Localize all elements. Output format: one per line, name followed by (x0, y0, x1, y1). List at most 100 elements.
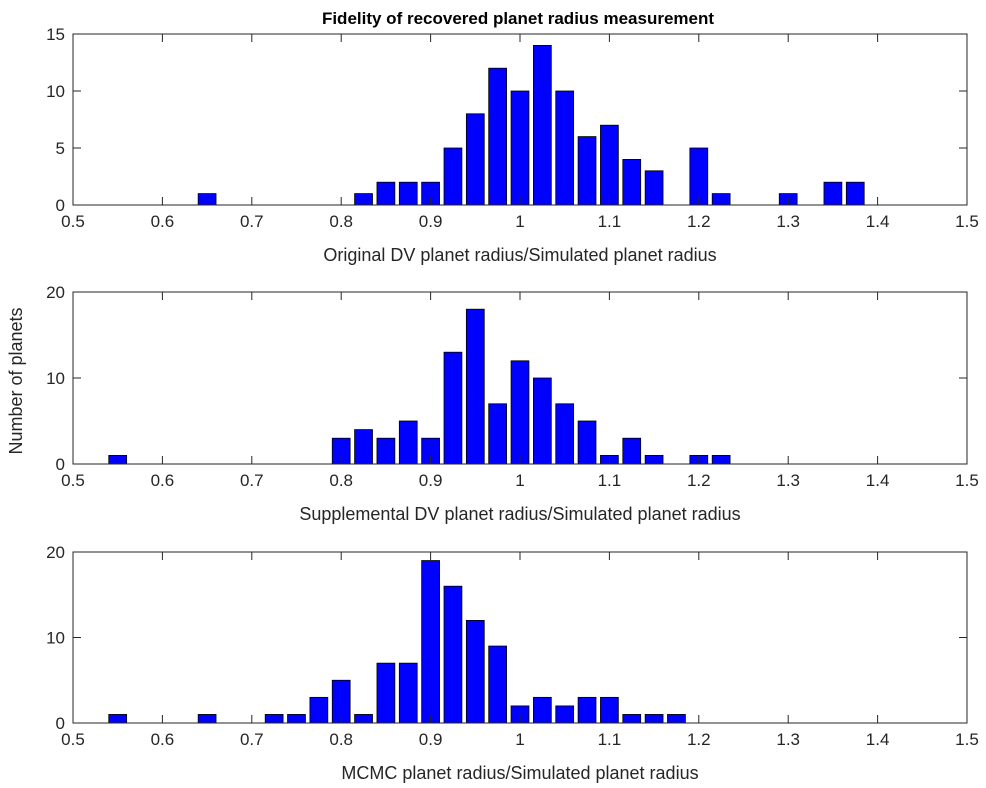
bar (488, 67, 507, 206)
x-tick-label: 0.9 (419, 471, 443, 490)
x-tick-label: 1.5 (955, 730, 979, 749)
bar (644, 454, 664, 465)
x-tick-label: 0.5 (61, 730, 85, 749)
x-tick-label: 1.5 (955, 212, 979, 231)
x-axis-label: MCMC planet radius/Simulated planet radi… (341, 763, 698, 783)
x-tick-label: 0.7 (240, 730, 264, 749)
x-tick-label: 0.5 (61, 471, 85, 490)
x-tick-label: 1.2 (687, 730, 711, 749)
panel-supplemental-dv: 0.5 0.6 0.7 0.8 0.9 1 1.1 1.2 1.3 1.4 1.5 0 10 20 Supp… (46, 283, 979, 524)
bar (510, 360, 530, 465)
y-tick-label: 20 (46, 283, 65, 302)
bar (555, 705, 575, 724)
bar (309, 696, 329, 724)
bar (711, 454, 731, 465)
x-tick-label: 1.3 (776, 730, 800, 749)
bar (376, 437, 396, 465)
bar (354, 714, 373, 724)
y-tick-label: 20 (46, 543, 65, 562)
axes-box (72, 551, 968, 724)
bar (622, 714, 642, 724)
x-tick-label: 0.6 (151, 730, 175, 749)
x-tick-label: 1.4 (866, 730, 890, 749)
bar (376, 662, 396, 724)
bar (465, 308, 485, 465)
panel-mcmc: 0.5 0.6 0.7 0.8 0.9 1 1.1 1.2 1.3 1.4 1.5 0 10 20 MCMC… (46, 543, 979, 783)
bar (398, 181, 418, 206)
bar (108, 714, 128, 724)
x-tick-label: 0.8 (329, 212, 353, 231)
bar (488, 645, 507, 724)
bar (622, 437, 642, 465)
x-tick-label: 0.6 (151, 212, 175, 231)
x-tick-label: 0.6 (151, 471, 175, 490)
x-axis-label: Original DV planet radius/Simulated plan… (323, 245, 716, 265)
x-tick-label: 0.5 (61, 212, 85, 231)
y-tick-label: 0 (56, 196, 65, 215)
y-tick-label: 5 (56, 139, 65, 158)
x-tick-label: 1.4 (866, 212, 890, 231)
bar (644, 170, 664, 206)
bar (398, 420, 418, 465)
bar (577, 136, 597, 206)
bars (108, 560, 686, 724)
x-tick-label: 1.2 (687, 471, 711, 490)
y-tick-label: 15 (46, 25, 65, 44)
shared-y-axis-label: Number of planets (6, 307, 26, 454)
bar (555, 403, 575, 465)
bar (197, 714, 217, 724)
bars (108, 308, 731, 465)
bar (264, 714, 284, 724)
bar (555, 90, 575, 206)
bar (533, 377, 552, 465)
bar (421, 560, 440, 724)
x-tick-label: 1 (515, 212, 524, 231)
bar (667, 714, 686, 724)
x-tick-label: 1.2 (687, 212, 711, 231)
bar (443, 351, 463, 465)
x-tick-label: 1.1 (598, 730, 622, 749)
x-axis-label: Supplemental DV planet radius/Simulated … (299, 504, 740, 524)
x-tick-label: 0.7 (240, 212, 264, 231)
bar (689, 147, 709, 206)
panel-original-dv: 0.5 0.6 0.7 0.8 0.9 1 1.1 1.2 1.3 1.4 1.5 0 5 10 15 Ori… (46, 25, 979, 265)
x-tick-label: 0.9 (419, 730, 443, 749)
x-tick-label: 1.3 (776, 471, 800, 490)
bar (644, 714, 664, 724)
y-tick-label: 10 (46, 369, 65, 388)
bar (600, 124, 619, 206)
bar (398, 662, 418, 724)
bar (577, 420, 597, 465)
x-tick-label: 1 (515, 730, 524, 749)
bar (287, 714, 306, 724)
x-tick-label: 1.5 (955, 471, 979, 490)
bar (533, 696, 552, 724)
x-tick-label: 0.8 (329, 730, 353, 749)
bar (465, 620, 485, 724)
bar (823, 181, 843, 206)
bar (465, 113, 485, 206)
x-tick-label: 0.8 (329, 471, 353, 490)
x-tick-label: 1 (515, 471, 524, 490)
y-tick-label: 0 (56, 455, 65, 474)
bar (108, 454, 128, 465)
bar (510, 90, 530, 206)
bar (711, 193, 731, 206)
figure-title: Fidelity of recovered planet radius meas… (322, 9, 714, 28)
bar (622, 158, 642, 206)
bar (443, 585, 463, 724)
bar (376, 181, 396, 206)
bars (197, 45, 865, 206)
x-tick-label: 1.4 (866, 471, 890, 490)
bar (577, 696, 597, 724)
x-tick-label: 1.1 (598, 471, 622, 490)
bar (197, 193, 217, 206)
x-tick-label: 0.9 (419, 212, 443, 231)
y-tick-label: 0 (56, 714, 65, 733)
y-tick-label: 10 (46, 82, 65, 101)
x-tick-label: 1.1 (598, 212, 622, 231)
bar (488, 403, 507, 465)
bar (354, 429, 373, 465)
y-tick-label: 10 (46, 629, 65, 648)
